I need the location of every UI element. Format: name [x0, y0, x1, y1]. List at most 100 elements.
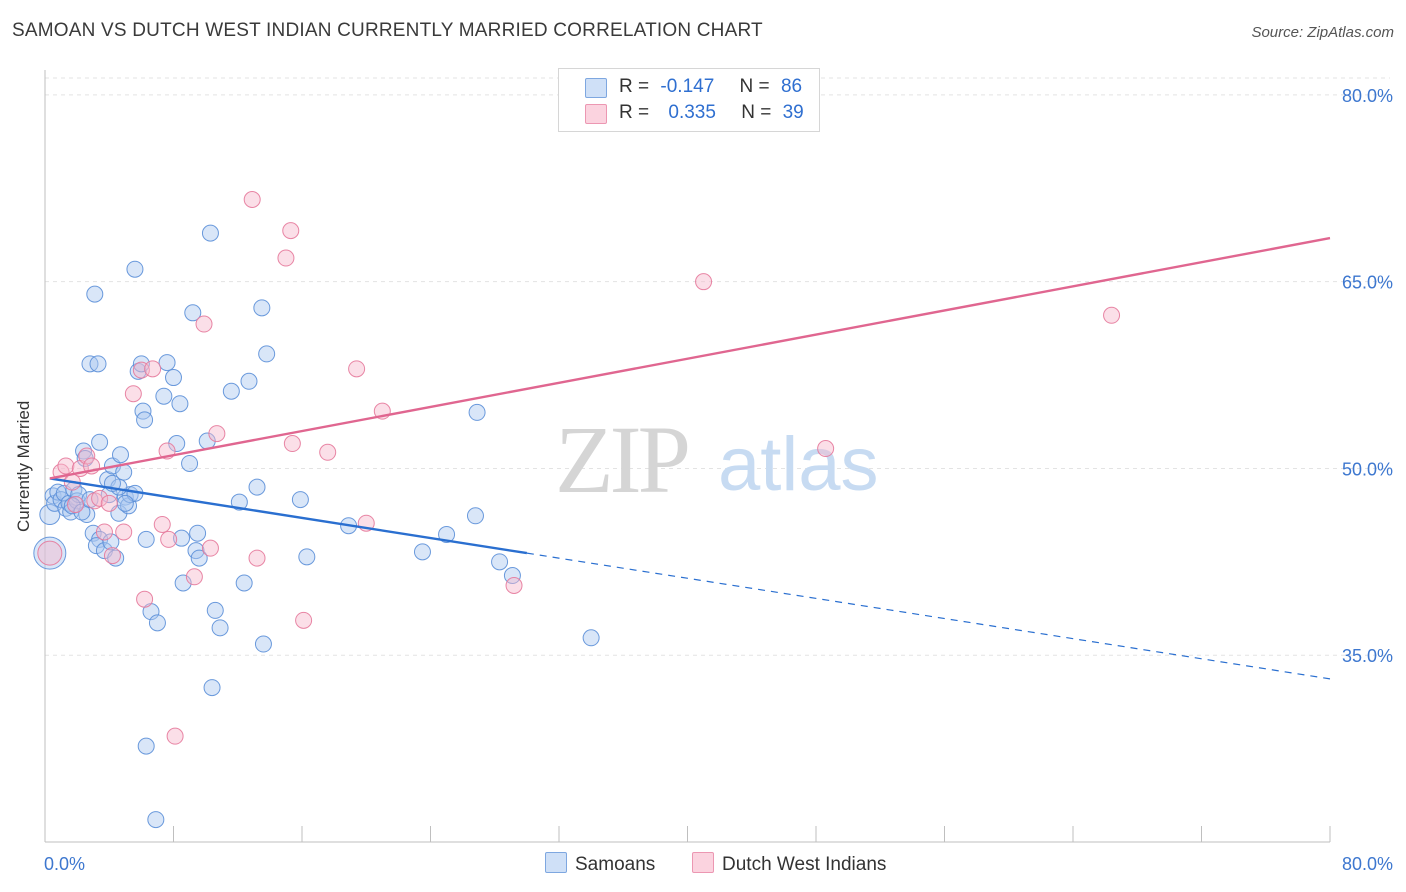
y-tick-label: 80.0%	[1342, 86, 1393, 106]
samoans-point	[126, 260, 144, 278]
samoans-point	[173, 529, 191, 547]
dutch-west-indians-point	[1103, 306, 1121, 324]
samoans-point	[102, 533, 120, 551]
legend-label-samoans: Samoans	[575, 854, 656, 875]
samoans-point	[222, 382, 240, 400]
samoans-point	[86, 285, 104, 303]
stats-legend: R = -0.147 N = 86 R = 0.335 N = 39	[558, 68, 820, 132]
dutch-west-indians-point	[295, 611, 313, 629]
r-value: 0.335	[668, 102, 716, 123]
samoans-point	[111, 446, 129, 464]
dutch-west-indians-point	[195, 315, 213, 333]
r-label: R =	[619, 102, 650, 123]
samoans-point	[211, 619, 229, 637]
legend-swatch-samoans	[585, 78, 607, 98]
n-value: 39	[782, 102, 804, 123]
dutch-west-indians-point	[282, 222, 300, 240]
samoans-point	[203, 679, 221, 697]
legend-item-dutch-west-indians[interactable]: Dutch West Indians	[692, 852, 886, 876]
dutch-west-indians-point	[208, 425, 226, 443]
samoans-point	[87, 537, 105, 555]
chart-title: SAMOAN VS DUTCH WEST INDIAN CURRENTLY MA…	[12, 20, 763, 41]
legend-swatch-dutch-west-indians	[692, 852, 714, 873]
samoans-point	[468, 403, 486, 421]
samoans-point	[438, 525, 456, 543]
x-tick-label: 0.0%	[44, 854, 85, 874]
samoans-point	[39, 504, 61, 526]
samoans-point	[91, 433, 109, 451]
dutch-west-indians-trend-line	[49, 236, 1331, 480]
source-credit: Source: ZipAtlas.com	[1251, 24, 1394, 41]
samoans-point	[184, 304, 202, 322]
r-value: -0.147	[660, 76, 715, 97]
dutch-west-indians-point	[67, 496, 85, 514]
r-label: R =	[619, 76, 650, 97]
y-tick-label: 35.0%	[1342, 646, 1393, 666]
dutch-west-indians-point	[248, 549, 266, 567]
samoans-point	[230, 493, 248, 511]
dutch-west-indians-point	[243, 190, 261, 208]
legend-swatch-dutch-west-indians	[585, 104, 607, 124]
y-tick-label: 65.0%	[1342, 273, 1393, 293]
data-points	[33, 190, 1121, 829]
dutch-west-indians-point	[695, 273, 713, 291]
dutch-west-indians-point	[100, 494, 118, 512]
dutch-west-indians-point	[91, 489, 109, 507]
samoans-point	[137, 530, 155, 548]
samoans-point	[466, 507, 484, 525]
samoans-point	[413, 543, 431, 561]
samoans-trend-line	[49, 477, 528, 555]
n-label: N =	[739, 76, 770, 97]
dutch-west-indians-point	[95, 523, 113, 541]
trend-lines	[49, 236, 1331, 680]
dutch-west-indians-point	[277, 249, 295, 267]
dutch-west-indians-point	[283, 435, 301, 453]
samoans-point	[155, 387, 173, 405]
samoans-point	[147, 811, 165, 829]
samoans-point	[89, 355, 107, 373]
samoans-point	[258, 345, 276, 363]
samoans-point	[235, 574, 253, 592]
n-value: 86	[780, 76, 803, 97]
samoans-point	[33, 536, 67, 570]
samoans-point	[201, 224, 219, 242]
samoans-point	[116, 494, 134, 512]
n-label: N =	[741, 102, 772, 123]
samoans-point	[148, 614, 166, 632]
dutch-west-indians-point	[144, 360, 162, 378]
watermark: ZIP atlas	[555, 406, 879, 513]
dutch-west-indians-point	[505, 576, 523, 594]
y-axis-label: Currently Married	[14, 400, 33, 532]
dutch-west-indians-point	[86, 492, 104, 510]
dutch-west-indians-point	[160, 530, 178, 548]
samoans-point	[582, 629, 600, 647]
samoans-point	[107, 549, 125, 567]
samoans-point	[134, 402, 152, 420]
dutch-west-indians-point	[78, 447, 96, 465]
samoans-point	[491, 553, 509, 571]
samoans-point	[132, 355, 150, 373]
dutch-west-indians-point	[115, 523, 133, 541]
samoans-point	[248, 478, 266, 496]
dutch-west-indians-point	[166, 727, 184, 745]
samoans-point	[298, 548, 316, 566]
samoans-trend-extension	[526, 552, 1331, 680]
tick-labels: 35.0% 50.0% 65.0% 80.0% 0.0% 80.0%	[44, 86, 1393, 874]
watermark-atlas: atlas	[718, 422, 879, 507]
dutch-west-indians-point	[201, 539, 219, 557]
dutch-west-indians-point	[185, 568, 203, 586]
samoans-point	[158, 354, 176, 372]
dutch-west-indians-point	[817, 440, 835, 458]
samoans-point	[206, 601, 224, 619]
legend-label-dutch-west-indians: Dutch West Indians	[722, 854, 887, 875]
samoans-point	[137, 737, 155, 755]
dutch-west-indians-point	[57, 457, 75, 475]
samoans-point	[190, 549, 208, 567]
dutch-west-indians-point	[124, 385, 142, 403]
samoans-point	[254, 635, 272, 653]
y-tick-label: 50.0%	[1342, 459, 1393, 479]
legend-item-samoans[interactable]: Samoans	[545, 852, 655, 876]
dutch-west-indians-point	[136, 590, 154, 608]
dutch-west-indians-point	[319, 443, 337, 461]
